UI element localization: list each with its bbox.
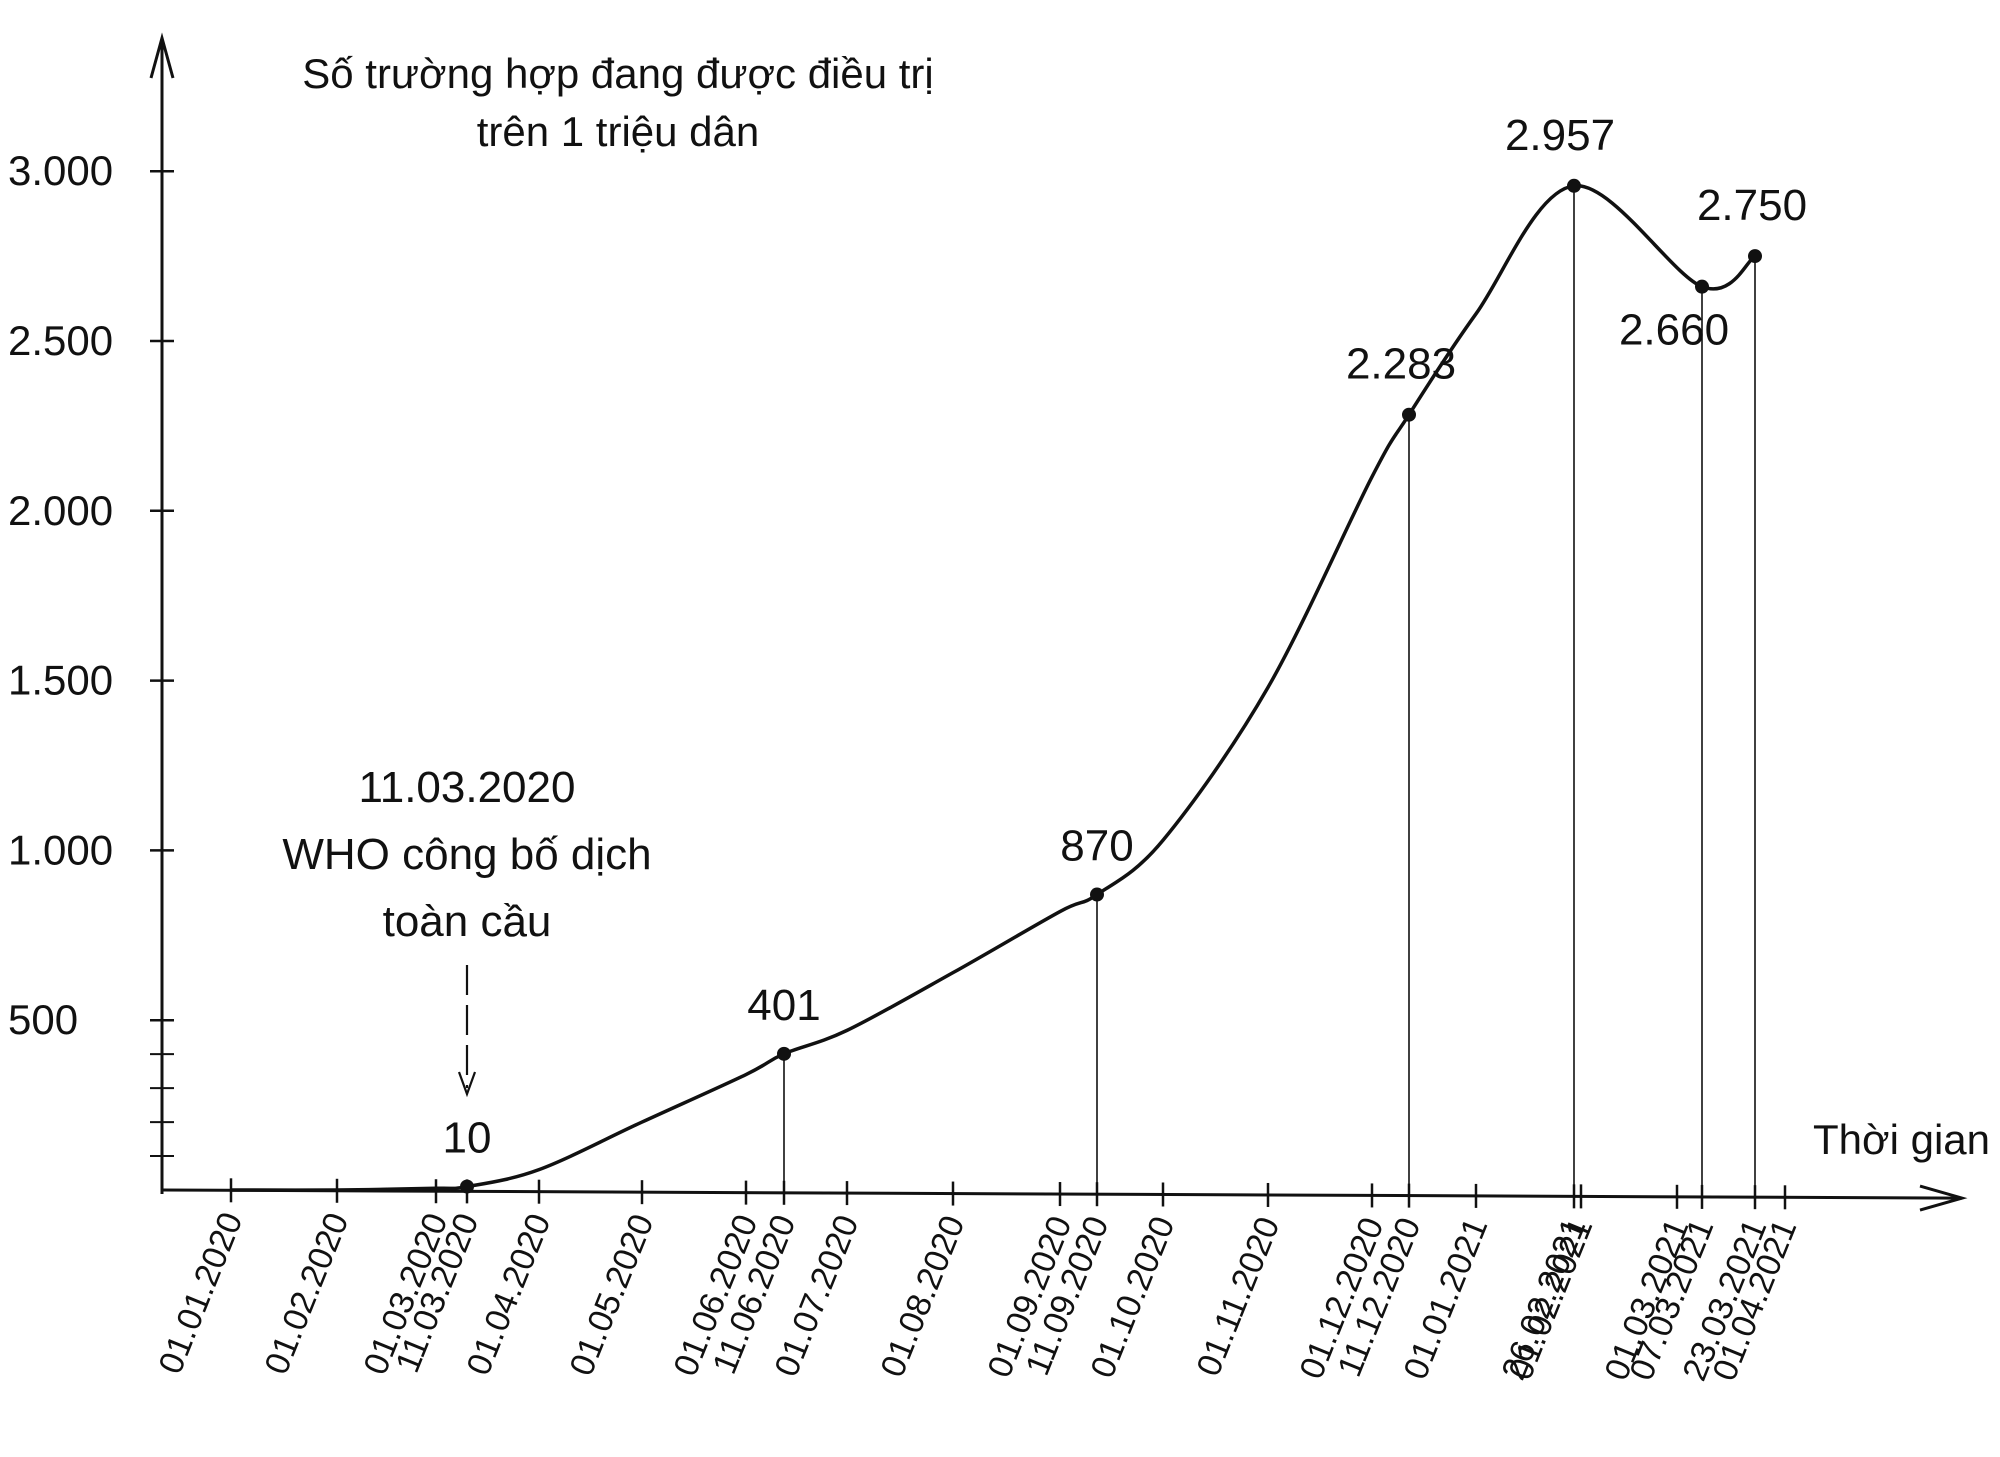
y-tick-label: 500	[8, 996, 78, 1043]
annotation-text: toàn cầu	[383, 897, 552, 946]
x-tick-label: 01.01.2020	[151, 1207, 250, 1379]
y-axis-arrowhead	[149, 32, 175, 79]
y-tick-label: 1.500	[8, 657, 113, 704]
chart-title-line: Số trường hợp đang được điều trị	[302, 50, 934, 97]
x-axis-ticks: 01.01.2020 01.02.2020 01.03.202011.03.2020…	[151, 1178, 1804, 1386]
data-point	[1695, 279, 1709, 294]
data-label: 401	[747, 981, 820, 1030]
data-label: 10	[443, 1114, 492, 1163]
annotation: 11.03.2020 WHO công bố dịch toàn cầu	[282, 763, 652, 1098]
x-axis-label: Thời gian	[1813, 1116, 1990, 1163]
y-tick-label: 2.000	[8, 487, 113, 534]
data-point	[1402, 407, 1416, 422]
chart-title-line: trên 1 triệu dân	[477, 108, 760, 155]
chart-title: Số trường hợp đang được điều trị trên 1 t…	[302, 50, 934, 155]
data-label: 2.750	[1697, 181, 1807, 230]
y-tick-label: 3.000	[8, 147, 113, 194]
data-label: 2.660	[1619, 306, 1729, 355]
y-tick-label: 1.000	[8, 826, 113, 873]
data-point	[777, 1046, 791, 1061]
data-label: 870	[1060, 822, 1133, 871]
data-labels: 10 401 870 2.283 2.957 2.660 2.750	[443, 111, 1808, 1163]
data-label: 2.957	[1505, 111, 1615, 160]
x-tick-label: 01.08.2020	[873, 1210, 972, 1382]
x-tick-label: 01.02.2020	[257, 1208, 356, 1380]
data-point	[1748, 249, 1762, 264]
annotation-text: 11.03.2020	[359, 763, 576, 812]
y-tick-label: 2.500	[8, 317, 113, 364]
x-axis-line	[161, 1188, 1963, 1200]
series-curve	[230, 184, 1757, 1192]
y-axis-ticks: 500 1.000 1.500 2.000 2.500 3.000	[8, 147, 174, 1158]
drop-lines	[783, 185, 1756, 1198]
data-point	[1567, 178, 1581, 193]
series-line	[230, 184, 1757, 1192]
annotation-text: WHO công bố dịch	[282, 830, 651, 879]
x-axis-arrowhead	[1919, 1184, 1968, 1212]
x-tick-label: 01.05.2020	[562, 1209, 661, 1381]
annotation-arrowhead	[457, 1071, 477, 1098]
data-point	[1090, 887, 1104, 902]
data-label: 2.283	[1346, 340, 1456, 389]
data-points	[460, 178, 1762, 1194]
data-point	[460, 1179, 474, 1194]
x-tick-label: 01.11.2020	[1189, 1212, 1287, 1382]
